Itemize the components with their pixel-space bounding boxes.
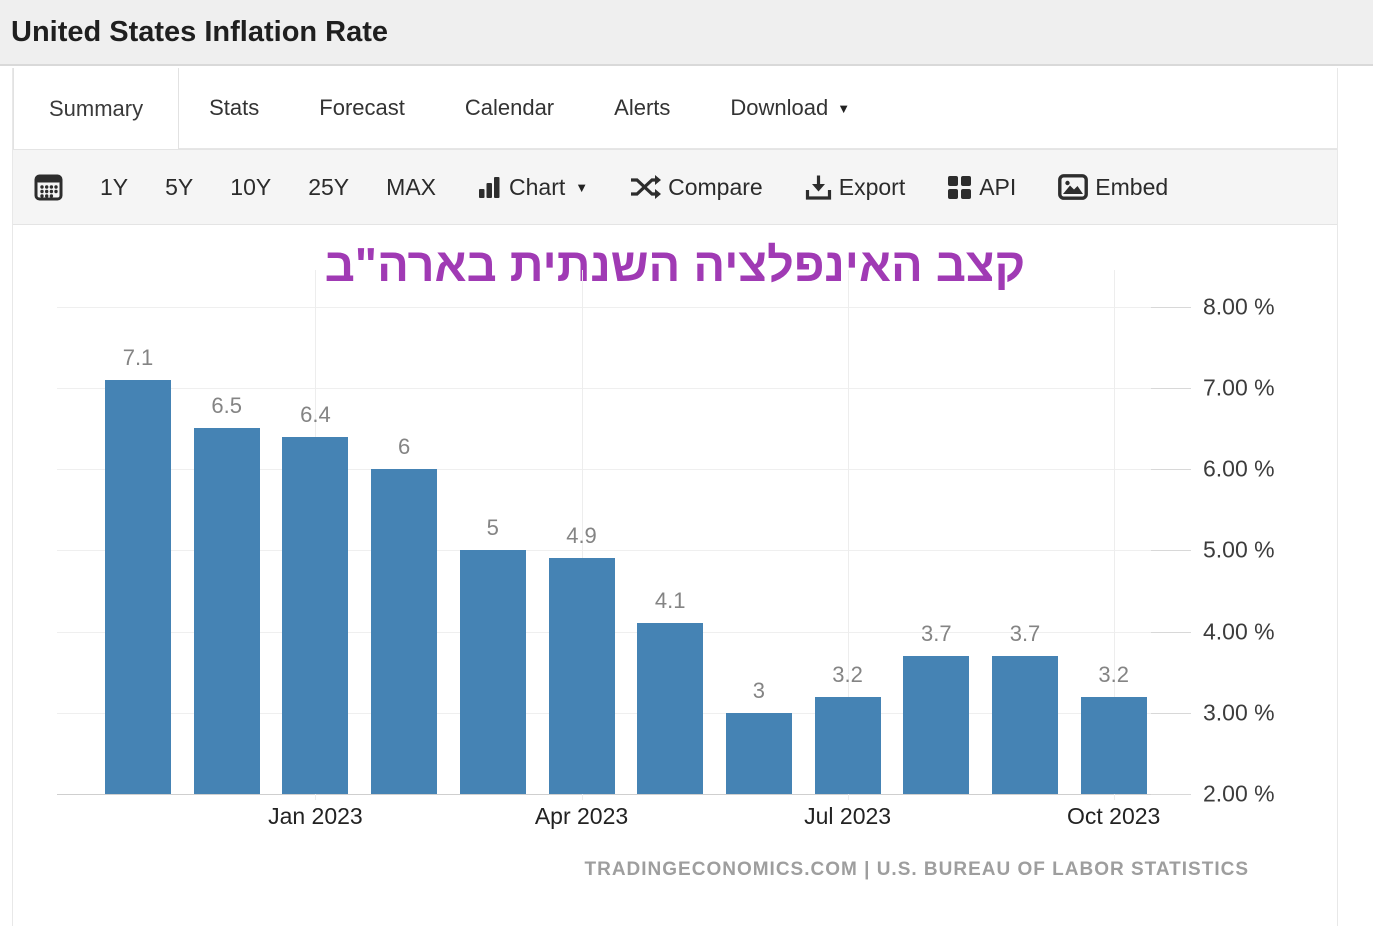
bar-dec-2022[interactable]: [193, 428, 260, 794]
y-axis-label: 7.00 %: [1203, 374, 1275, 401]
x-gridline: [847, 270, 849, 800]
bar-value-label: 4.9: [566, 523, 597, 549]
y-axis-tick: [1151, 550, 1191, 552]
plot-area: 8.00 % 7.00 % 6.00 % 5.00 % 4.00 % 3.00 % 2.00…: [57, 270, 1275, 829]
y-axis-tick: [1151, 631, 1191, 633]
tab-calendar-label: Calendar: [464, 95, 555, 120]
embed-button[interactable]: Embed: [1058, 174, 1168, 201]
bar-oct-2023[interactable]: [1080, 696, 1147, 794]
download-icon: [805, 175, 831, 200]
y-axis-tick: [1151, 712, 1191, 714]
page-title: United States Inflation Rate: [11, 15, 389, 48]
y-gridline: [57, 550, 1155, 552]
tab-download-label: Download: [730, 95, 829, 120]
y-gridline: [57, 387, 1155, 389]
x-axis-label: Oct 2023: [1067, 803, 1161, 829]
bar-may-2023[interactable]: [637, 623, 704, 794]
y-axis-label: 2.00 %: [1203, 780, 1275, 807]
range-10y-button[interactable]: 10Y: [230, 173, 272, 200]
image-embed-icon: [1058, 174, 1089, 200]
api-blocks-icon: [948, 175, 972, 199]
bar-sep-2023[interactable]: [992, 655, 1058, 794]
compare-button[interactable]: Compare: [630, 174, 763, 201]
tab-forecast[interactable]: Forecast: [289, 68, 435, 148]
page-header: United States Inflation Rate: [0, 0, 1373, 66]
tab-download[interactable]: Download ▼: [700, 68, 880, 148]
bar-jun-2023[interactable]: [725, 712, 792, 794]
tab-summary-label: Summary: [49, 95, 144, 121]
source-attribution: TRADINGECONOMICS.COM | U.S. BUREAU OF LA…: [584, 859, 1249, 880]
y-axis-tick: [1151, 387, 1191, 389]
chevron-down-icon: ▼: [837, 100, 851, 116]
x-axis-label: Apr 2023: [534, 803, 629, 829]
api-button[interactable]: API: [947, 174, 1016, 201]
chart-type-button[interactable]: Chart ▼: [478, 174, 588, 201]
y-axis-label: 5.00 %: [1203, 536, 1275, 563]
tab-stats[interactable]: Stats: [179, 68, 289, 148]
tab-bar: Summary Stats Forecast Calendar Alerts D…: [13, 68, 1337, 149]
content-panel: Summary Stats Forecast Calendar Alerts D…: [12, 68, 1338, 926]
datepicker-button[interactable]: [34, 172, 63, 202]
bar-jul-2023[interactable]: [814, 696, 881, 794]
range-5y-button[interactable]: 5Y: [165, 173, 194, 200]
x-gridline: [581, 270, 583, 800]
compare-shuffle-icon: [631, 175, 662, 199]
chart-overlay-title: קצב האינפלציה השנתית בארה"ב: [324, 238, 1026, 291]
bar-nov-2022[interactable]: [105, 379, 171, 794]
embed-label: Embed: [1095, 173, 1169, 200]
y-axis-label: 4.00 %: [1203, 618, 1275, 645]
bar-value-label: 6.4: [300, 401, 331, 427]
bar-value-label: 7.1: [122, 344, 154, 370]
tab-calendar[interactable]: Calendar: [435, 68, 584, 148]
y-axis-tick: [1151, 469, 1191, 471]
bar-value-label: 6.5: [211, 393, 242, 419]
y-gridline: [57, 306, 1155, 308]
bar-jan-2023[interactable]: [282, 436, 349, 794]
x-gridline: [1113, 270, 1115, 800]
compare-label: Compare: [668, 173, 763, 200]
bar-value-label: 3: [752, 677, 766, 703]
export-button[interactable]: Export: [805, 174, 905, 201]
bar-value-label: 5: [486, 515, 499, 541]
chart-type-label: Chart: [509, 173, 566, 200]
tab-alerts[interactable]: Alerts: [584, 68, 700, 148]
api-label: API: [979, 173, 1017, 200]
bar-value-label: 3.2: [1098, 661, 1129, 687]
bar-apr-2023[interactable]: [548, 558, 615, 794]
x-axis-label: Jul 2023: [804, 803, 892, 829]
bar-value-label: 6: [397, 434, 411, 460]
chart-toolbar: 1Y 5Y 10Y 25Y MAX Chart ▼ Compare: [13, 149, 1337, 225]
calendar-icon: [34, 174, 63, 201]
bar-value-label: 4.1: [654, 588, 686, 614]
y-axis-label: 8.00 %: [1203, 293, 1275, 320]
bar-mar-2023[interactable]: [459, 550, 526, 794]
chevron-down-icon: ▼: [575, 179, 589, 195]
y-axis-label: 6.00 %: [1203, 455, 1275, 482]
tab-alerts-label: Alerts: [614, 95, 671, 120]
bar-value-label: 3.7: [1009, 620, 1041, 646]
x-axis-label: Jan 2023: [268, 803, 363, 829]
tab-forecast-label: Forecast: [319, 95, 405, 120]
y-axis-tick: [1151, 306, 1191, 308]
range-1y-button[interactable]: 1Y: [100, 173, 129, 200]
bar-chart-icon: [479, 176, 500, 198]
bar-value-label: 3.7: [921, 620, 952, 646]
tab-stats-label: Stats: [209, 95, 260, 120]
range-max-button[interactable]: MAX: [386, 173, 436, 200]
range-25y-button[interactable]: 25Y: [308, 173, 350, 200]
y-axis-label: 3.00 %: [1203, 699, 1275, 726]
export-label: Export: [838, 173, 906, 200]
bar-value-label: 3.2: [832, 661, 863, 687]
tab-summary[interactable]: Summary: [13, 68, 180, 149]
chart-region: קצב האינפלציה השנתית בארה"ב 8.00 % 7.00 %…: [13, 225, 1337, 925]
bar-aug-2023[interactable]: [903, 655, 970, 794]
y-axis-tick: [1151, 794, 1191, 795]
y-gridline: [57, 469, 1155, 471]
bar-feb-2023[interactable]: [371, 469, 438, 794]
